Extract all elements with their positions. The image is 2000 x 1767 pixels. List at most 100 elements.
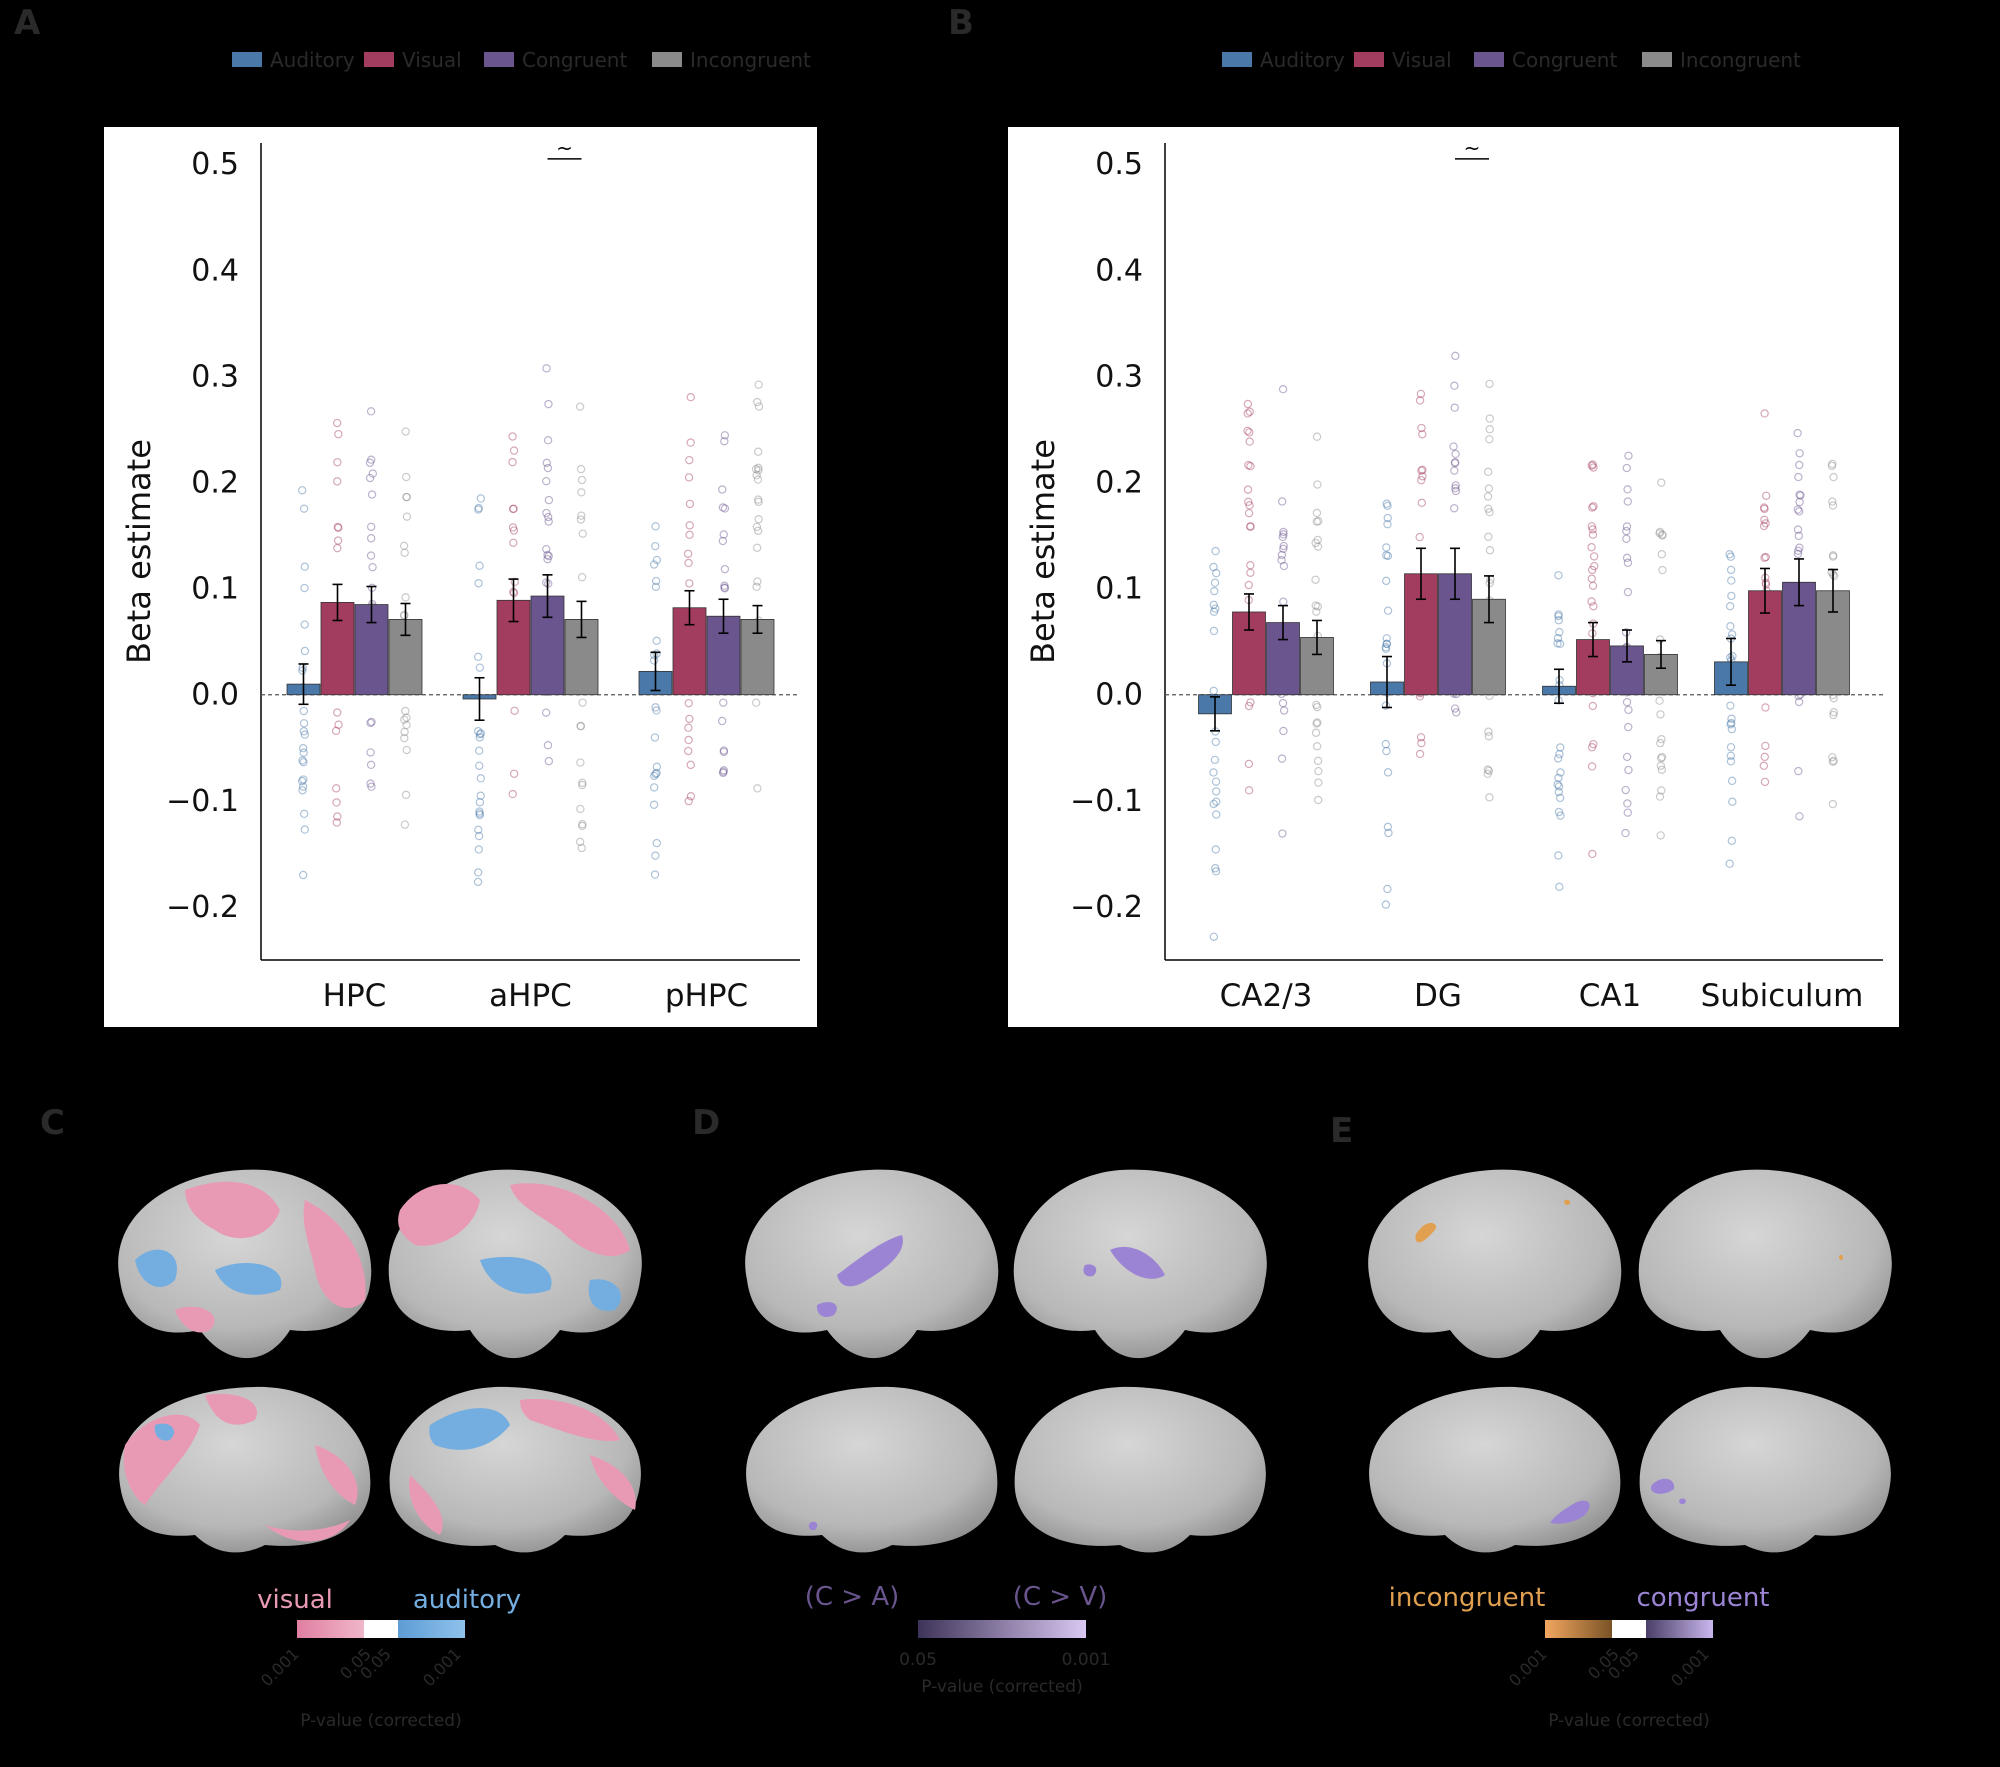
subject-point	[1279, 726, 1288, 736]
subject-point	[1312, 607, 1321, 616]
subject-point	[1623, 587, 1633, 597]
subject-point	[1554, 787, 1563, 797]
subject-point	[366, 534, 376, 543]
subject-point	[651, 582, 661, 591]
subject-point	[1588, 503, 1597, 512]
subject-point	[1485, 546, 1495, 555]
activation-visual	[590, 1455, 636, 1510]
legend-label: Visual	[1392, 48, 1452, 72]
legend-swatch	[1354, 52, 1384, 67]
subject-point	[1622, 534, 1631, 543]
subject-point	[544, 399, 553, 409]
subject-point	[298, 666, 307, 675]
subject-point	[1483, 492, 1493, 501]
activation-incongruent	[1415, 1223, 1437, 1243]
subject-point	[650, 783, 659, 792]
activation-incongruent	[1564, 1199, 1571, 1205]
subject-point	[542, 364, 551, 373]
subject-point	[399, 541, 409, 551]
subject-point	[1246, 522, 1255, 531]
subject-point	[402, 492, 411, 502]
subject-point	[1726, 757, 1736, 766]
subject-point	[1277, 555, 1286, 565]
subject-point	[719, 746, 729, 755]
subject-point	[542, 476, 551, 486]
y-tick-label: −0.2	[1070, 890, 1143, 925]
y-axis-label: Beta estimate	[1024, 439, 1062, 664]
subject-point	[401, 790, 411, 800]
subject-point	[1313, 602, 1322, 611]
brain-maps-d: (C > A) (C > V) 0.05 0.001 P-value (corr…	[745, 1169, 1267, 1697]
subject-point	[333, 522, 343, 532]
subject-point	[1624, 451, 1633, 460]
subject-point	[1452, 708, 1461, 717]
subject-point	[1589, 552, 1599, 561]
legend-swatch	[1222, 52, 1252, 67]
subject-point	[1311, 728, 1321, 737]
subject-point	[509, 504, 518, 513]
subject-point	[1312, 742, 1322, 751]
subject-point	[509, 769, 519, 778]
subject-point	[476, 729, 486, 738]
subject-point	[1211, 604, 1220, 613]
subject-point	[1245, 407, 1254, 416]
subject-point	[1760, 409, 1769, 418]
subject-point	[1450, 504, 1459, 513]
subject-point	[1656, 831, 1665, 840]
panel-letter-d: D	[692, 1103, 720, 1143]
subject-point	[1417, 466, 1426, 475]
colorbar-d-left-label: (C > A)	[805, 1582, 900, 1612]
subject-point	[1655, 527, 1665, 537]
subject-point	[366, 779, 375, 788]
legend-swatch	[484, 52, 514, 67]
x-tick-label: CA1	[1579, 978, 1642, 1014]
subject-point	[1829, 707, 1839, 717]
subject-point	[1311, 538, 1320, 548]
subject-point	[474, 845, 483, 854]
subject-point	[1485, 508, 1494, 517]
subject-point	[1793, 505, 1803, 514]
subject-point	[1485, 414, 1494, 423]
subject-point	[1793, 549, 1803, 559]
subject-point	[650, 771, 659, 781]
subject-point	[1624, 705, 1633, 715]
legend-label: Congruent	[1512, 48, 1617, 72]
subject-point	[544, 517, 553, 526]
subject-point	[1383, 822, 1393, 832]
subject-point	[1451, 481, 1460, 490]
subject-point	[1588, 525, 1597, 534]
subject-point	[1416, 389, 1426, 399]
subject-point	[1381, 739, 1391, 749]
subject-point	[300, 562, 309, 571]
subject-point	[1210, 586, 1219, 596]
subject-point	[576, 722, 586, 731]
subject-point	[1623, 808, 1632, 817]
subject-point	[684, 473, 694, 482]
subject-point	[1450, 704, 1460, 713]
subject-point	[1212, 810, 1221, 819]
subject-point	[1382, 499, 1391, 508]
subject-point	[1759, 761, 1769, 770]
subject-point	[1828, 497, 1837, 506]
subject-point	[1209, 562, 1218, 572]
subject-point	[334, 720, 343, 729]
legend-swatch	[1474, 52, 1504, 67]
subject-point	[543, 463, 553, 473]
subject-point	[1727, 576, 1736, 585]
subject-point	[400, 548, 409, 557]
subject-point	[685, 579, 694, 588]
subject-point	[1278, 698, 1288, 708]
subject-point	[1417, 475, 1426, 485]
activation-visual	[303, 1200, 366, 1309]
subject-point	[1555, 882, 1564, 892]
subject-point	[1725, 859, 1734, 868]
subject-point	[1657, 765, 1667, 775]
subject-point	[1795, 812, 1804, 821]
subject-point	[1381, 644, 1391, 654]
subject-point	[297, 776, 307, 786]
colorbar-c-axis-label: P-value (corrected)	[300, 1711, 461, 1731]
subject-point	[575, 402, 585, 411]
subject-point	[1245, 437, 1254, 446]
subject-point	[578, 821, 587, 831]
subject-point	[1279, 544, 1288, 554]
